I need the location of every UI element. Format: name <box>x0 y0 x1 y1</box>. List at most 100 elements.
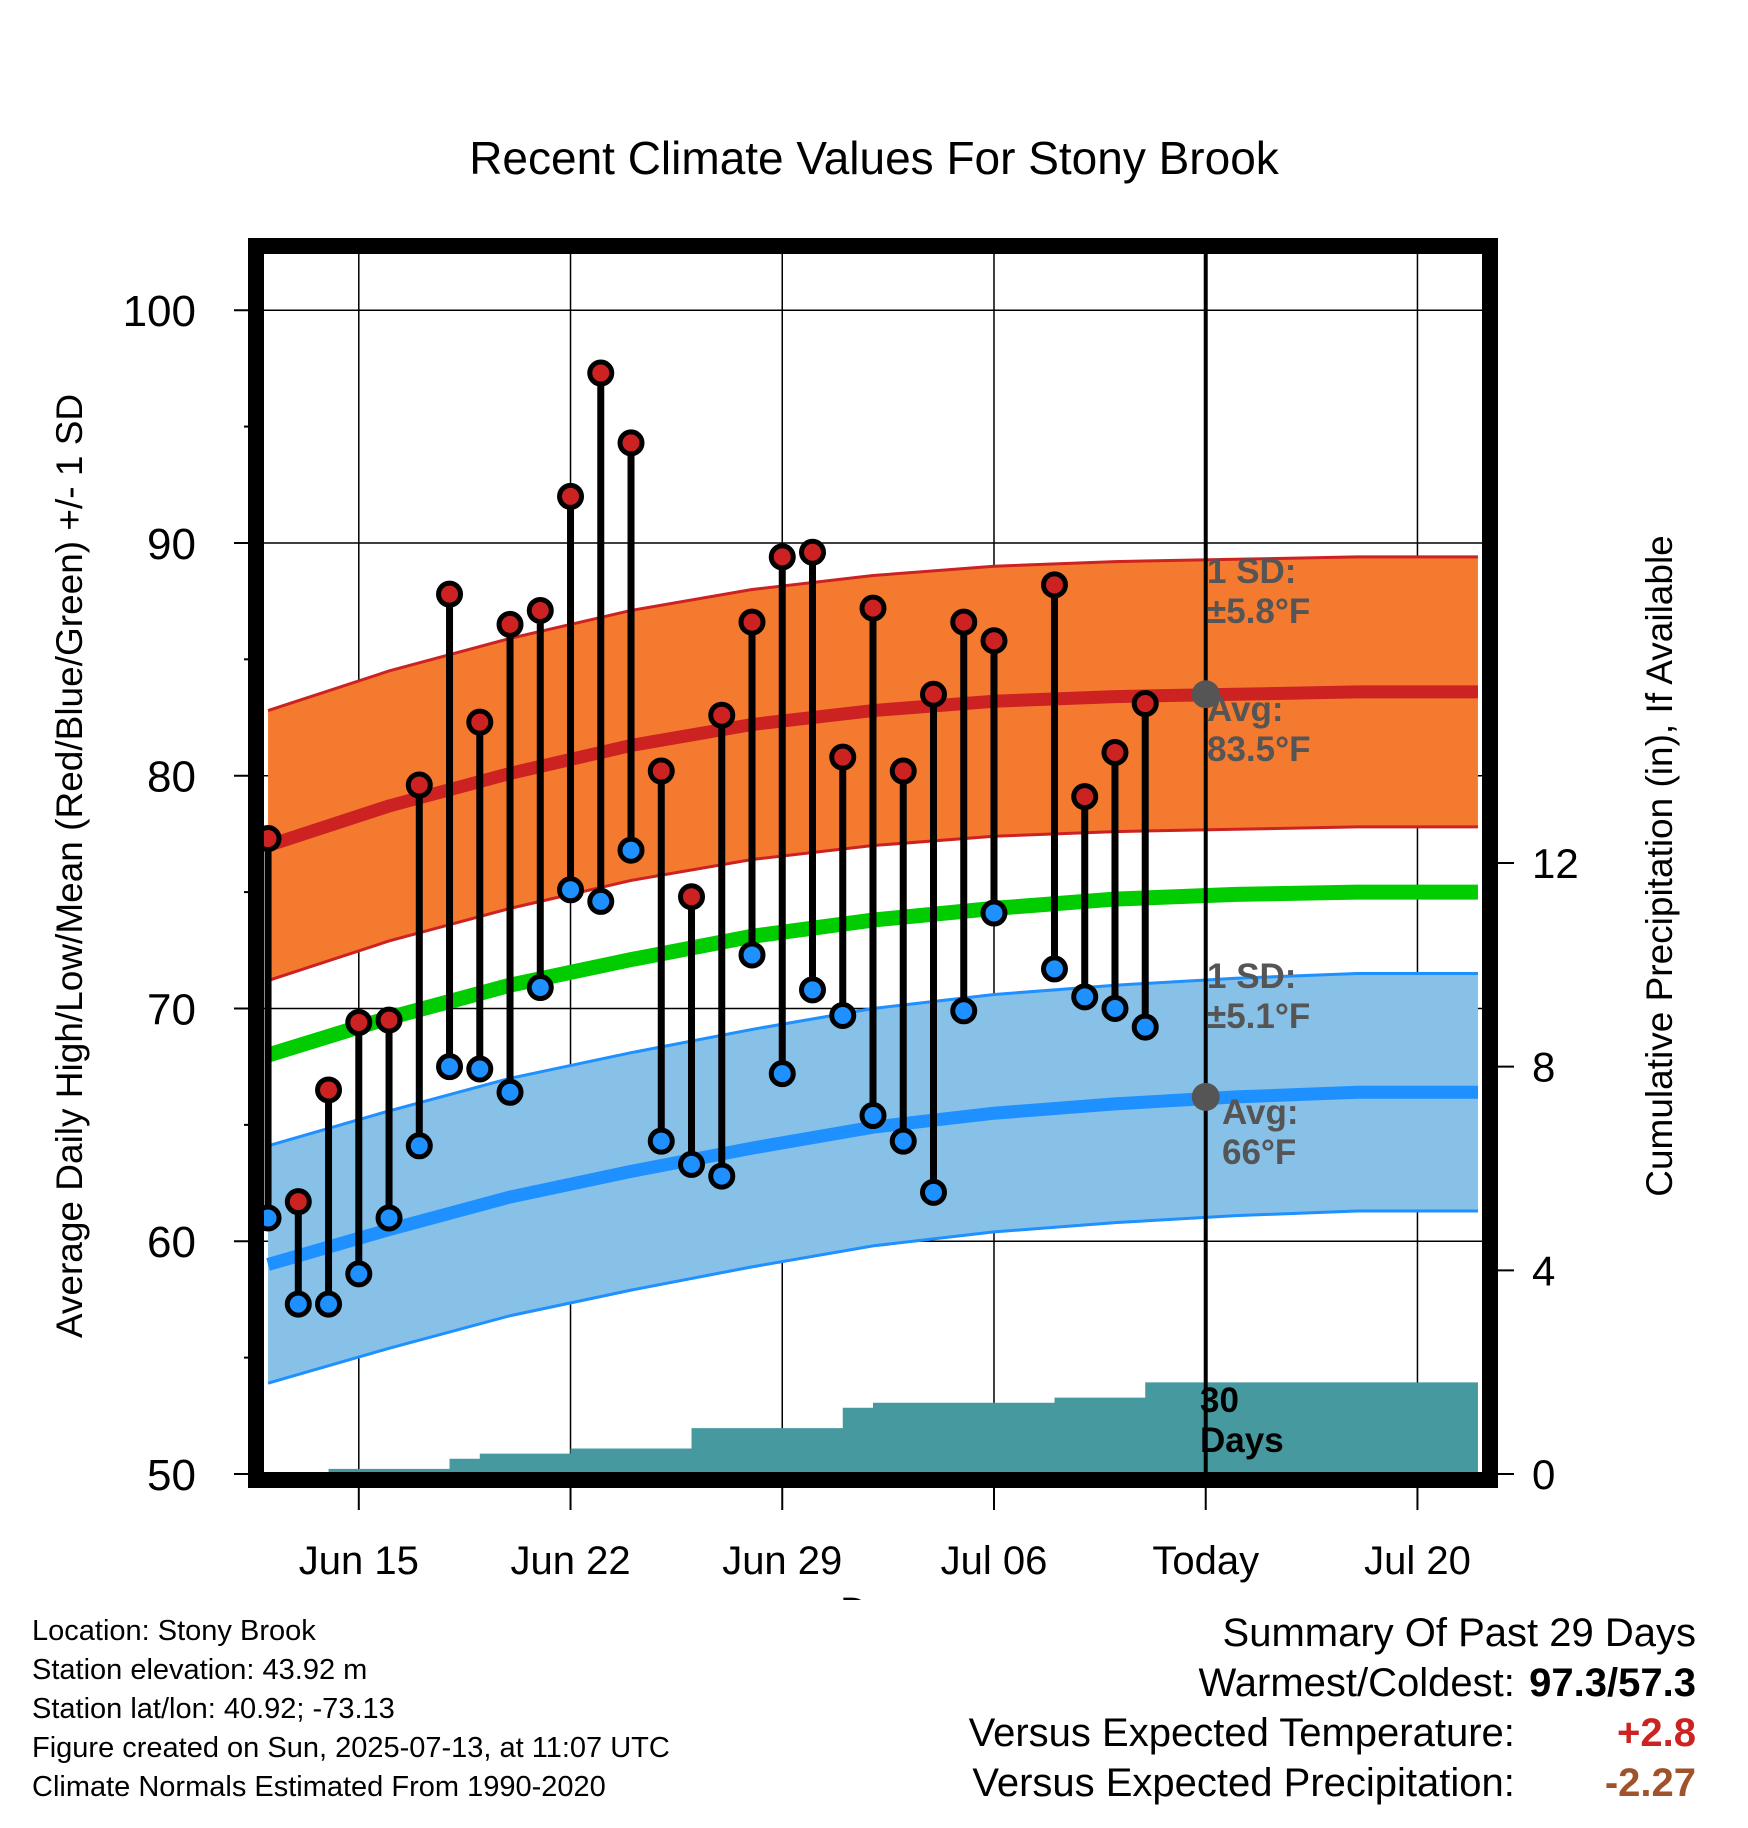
elevation-text: Station elevation: 43.92 m <box>32 1654 368 1686</box>
daily-low-marker <box>557 876 585 904</box>
summary-warmest-row: Warmest/Coldest: 97.3/57.3 <box>969 1658 1697 1708</box>
x-axis-label: Day <box>840 1591 908 1600</box>
normals-text: Climate Normals Estimated From 1990-2020 <box>32 1771 606 1803</box>
y-tick-label: 70 <box>147 985 196 1034</box>
low-avg-annotation: Avg: 66°F <box>1222 1093 1298 1172</box>
daily-low-marker <box>375 1204 403 1232</box>
daily-high-marker <box>262 825 282 853</box>
daily-high-marker <box>859 594 887 622</box>
daily-high-marker <box>829 743 857 771</box>
precip-area <box>268 1382 1478 1474</box>
precip-days-annotation: 30 Days <box>1200 1381 1284 1460</box>
today-high-avg-dot <box>1191 680 1220 709</box>
daily-high-marker <box>587 359 615 387</box>
daily-high-marker <box>526 596 554 624</box>
daily-high-marker <box>345 1008 373 1036</box>
daily-high-marker <box>708 701 736 729</box>
daily-low-marker <box>315 1290 343 1318</box>
x-tick-label: Jul 20 <box>1364 1539 1471 1583</box>
daily-low-marker <box>1131 1013 1159 1041</box>
daily-high-marker <box>405 771 433 799</box>
daily-low-marker <box>405 1132 433 1160</box>
daily-high-marker <box>738 608 766 636</box>
daily-high-marker <box>799 538 827 566</box>
y2-axis-label: Cumulative Precipitation (in), If Availa… <box>1639 535 1680 1197</box>
daily-low-marker <box>768 1060 796 1088</box>
y-tick-label: 100 <box>123 287 196 336</box>
daily-low-marker <box>799 976 827 1004</box>
chart-title: Recent Climate Values For Stony Brook <box>469 132 1280 184</box>
daily-high-marker <box>617 429 645 457</box>
daily-low-marker <box>859 1102 887 1130</box>
x-tick-label: Jun 22 <box>510 1539 630 1583</box>
plot-area <box>262 252 1478 1474</box>
daily-high-marker <box>436 580 464 608</box>
daily-low-marker <box>262 1204 282 1232</box>
daily-high-marker <box>1040 571 1068 599</box>
axes: 50 60 70 80 90 100 0 4 8 12 Jun 15 Jun 22 Jun 29 Jul … <box>123 238 1579 1583</box>
summary-title: Summary Of Past 29 Days <box>1222 1611 1696 1655</box>
y-tick-label: 60 <box>147 1218 196 1267</box>
daily-low-marker <box>617 836 645 864</box>
daily-low-marker <box>829 1001 857 1029</box>
daily-high-marker <box>768 543 796 571</box>
y-axis-label: Average Daily High/Low/Mean (Red/Blue/Gr… <box>49 394 90 1338</box>
daily-low-marker <box>708 1162 736 1190</box>
daily-low-marker <box>889 1127 917 1155</box>
daily-high-marker <box>647 757 675 785</box>
daily-low-marker <box>1101 994 1129 1022</box>
daily-low-marker <box>950 997 978 1025</box>
low-sd-annotation-line: 1 SD: <box>1207 957 1296 996</box>
temp-value: +2.8 <box>1617 1711 1696 1755</box>
daily-high-marker <box>950 608 978 636</box>
daily-low-marker <box>496 1078 524 1106</box>
today-low-avg-dot <box>1191 1082 1220 1111</box>
summary-precip-row: Versus Expected Precipitation: -2.27 <box>969 1758 1696 1808</box>
x-tick-label: Jul 06 <box>941 1539 1048 1583</box>
high-sd-upper-line <box>267 555 1478 712</box>
daily-low-marker <box>466 1055 494 1083</box>
daily-low-marker <box>647 1127 675 1155</box>
daily-low-marker <box>587 887 615 915</box>
precip-days-annotation-line: 30 <box>1200 1381 1239 1420</box>
low-sd-annotation-line: ±5.1°F <box>1207 997 1310 1036</box>
location-text: Location: Stony Brook <box>32 1615 316 1647</box>
created-text: Figure created on Sun, 2025-07-13, at 11… <box>32 1732 670 1764</box>
y2-tick-label: 4 <box>1532 1247 1555 1294</box>
low-avg-annotation-line: 66°F <box>1222 1133 1296 1172</box>
daily-high-marker <box>678 883 706 911</box>
high-sd-annotation-line: ±5.8°F <box>1207 592 1310 631</box>
daily-low-marker <box>436 1053 464 1081</box>
y-tick-label: 50 <box>147 1451 196 1500</box>
climate-chart: Recent Climate Values For Stony Brook 1 … <box>49 132 1680 1600</box>
daily-low-marker <box>345 1260 373 1288</box>
x-tick-label: Today <box>1152 1539 1259 1583</box>
daily-high-marker <box>375 1006 403 1034</box>
high-avg-annotation-line: Avg: <box>1207 690 1283 729</box>
y-tick-label: 90 <box>147 520 196 569</box>
low-sd-band <box>268 973 1478 1384</box>
y2-tick-label: 0 <box>1532 1451 1555 1498</box>
daily-high-marker <box>496 610 524 638</box>
daily-high-marker <box>919 680 947 708</box>
daily-low-marker <box>738 941 766 969</box>
y-tick-label: 80 <box>147 753 196 802</box>
daily-low-marker <box>526 974 554 1002</box>
precip-label: Versus Expected Precipitation: <box>972 1761 1515 1805</box>
daily-high-marker <box>315 1076 343 1104</box>
daily-high-marker <box>557 482 585 510</box>
temp-label: Versus Expected Temperature: <box>968 1711 1515 1755</box>
warmest-label: Warmest/Coldest: <box>1198 1661 1515 1705</box>
y2-tick-label: 12 <box>1532 840 1579 887</box>
daily-high-marker <box>466 708 494 736</box>
summary-panel: Summary Of Past 29 Days Warmest/Coldest:… <box>969 1608 1696 1808</box>
high-avg-annotation-line: 83.5°F <box>1207 730 1311 769</box>
y2-tick-label: 8 <box>1532 1044 1555 1091</box>
x-tick-label: Jun 15 <box>299 1539 419 1583</box>
daily-low-marker <box>1040 955 1068 983</box>
high-avg-annotation: Avg: 83.5°F <box>1207 690 1311 769</box>
low-sd-annotation: 1 SD: ±5.1°F <box>1207 957 1310 1036</box>
daily-high-marker <box>980 627 1008 655</box>
daily-low-marker <box>1071 983 1099 1011</box>
